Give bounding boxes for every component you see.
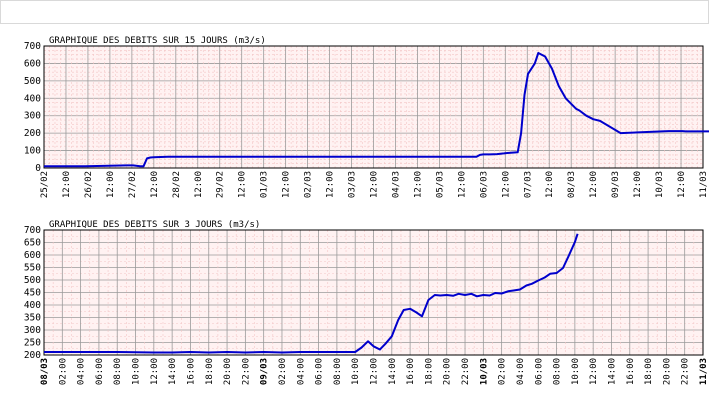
chart-15-xtick-label: 08/03: [567, 171, 577, 198]
chart-3-xtick-label: 16:00: [626, 358, 636, 385]
chart-15-xtick-label: 05/03: [435, 171, 445, 198]
chart-15-xtick-label: 09/03: [611, 171, 621, 198]
chart-15-xtick-label: 25/02: [40, 171, 50, 198]
chart-15-ytick-label: 100: [24, 146, 41, 157]
chart-3-xtick-label: 12:00: [370, 358, 380, 385]
chart-3-xtick-label: 08:00: [333, 358, 343, 385]
chart-15-xtick-label: 12:00: [677, 171, 687, 198]
chart-3-xtick-label: 14:00: [168, 358, 178, 385]
chart-15-ytick-label: 600: [24, 58, 41, 69]
chart-3-xtick-label: 14:00: [607, 358, 617, 385]
chart-15-xtick-label: 12:00: [457, 171, 467, 198]
chart-3-xtick-label: 18:00: [644, 358, 654, 385]
chart-3-xtick-label: 04:00: [296, 358, 306, 385]
chart-3-ytick-label: 500: [24, 275, 41, 286]
chart-15-xtick-label: 12:00: [194, 171, 204, 198]
chart-15-days-title: GRAPHIQUE DES DEBITS SUR 15 JOURS (m3/s): [49, 36, 266, 46]
chart-15-xtick-label: 29/02: [216, 171, 226, 198]
chart-15-xtick-label: 12:00: [150, 171, 160, 198]
chart-15-axes-frame: [43, 45, 704, 169]
chart-3-xtick-label: 20:00: [662, 358, 672, 385]
chart-15-ytick-label: 700: [24, 41, 41, 52]
chart-3-xtick-label: 10:00: [132, 358, 142, 385]
chart-15-xtick-label: 12:00: [62, 171, 72, 198]
chart-3-axes-frame: [43, 229, 704, 356]
chart-3-ytick-label: 450: [24, 288, 41, 299]
chart-15-xtick-label: 02/03: [304, 171, 314, 198]
chart-3-xtick-label: 04:00: [516, 358, 526, 385]
chart-3-xtick-label: 04:00: [77, 358, 87, 385]
chart-15-xtick-label: 12:00: [413, 171, 423, 198]
chart-3-xtick-label: 20:00: [223, 358, 233, 385]
chart-3-ytick-label: 650: [24, 238, 41, 249]
chart-3-xtick-label: 18:00: [205, 358, 215, 385]
chart-3-xtick-label: 12:00: [589, 358, 599, 385]
chart-3-xtick-label: 02:00: [498, 358, 508, 385]
chart-3-xtick-label: 22:00: [241, 358, 251, 385]
chart-15-xtick-label: 11/03: [699, 171, 709, 198]
chart-15-ytick-label: 500: [24, 76, 41, 87]
chart-3-ytick-label: 600: [24, 250, 41, 261]
chart-15-xtick-label: 12:00: [501, 171, 511, 198]
chart-15-xtick-label: 06/03: [479, 171, 489, 198]
chart-3-xtick-label: 18:00: [424, 358, 434, 385]
chart-3-xtick-label: 12:00: [150, 358, 160, 385]
chart-3-xtick-label: 16:00: [186, 358, 196, 385]
chart-3-xtick-label: 22:00: [461, 358, 471, 385]
chart-15-xtick-label: 12:00: [238, 171, 248, 198]
chart-3-xtick-label: 10:00: [571, 358, 581, 385]
chart-3-xtick-label: 22:00: [681, 358, 691, 385]
chart-3-xtick-label: 02:00: [58, 358, 68, 385]
chart-3-xtick-label: 20:00: [443, 358, 453, 385]
chart-15-xtick-label: 28/02: [172, 171, 182, 198]
chart-3-days: GRAPHIQUE DES DEBITS SUR 3 JOURS (m3/s) …: [24, 220, 709, 385]
chart-3-xtick-label: 09/03: [260, 358, 270, 385]
chart-15-xtick-label: 12:00: [545, 171, 555, 198]
chart-15-xtick-label: 01/03: [260, 171, 270, 198]
chart-3-ytick-label: 550: [24, 263, 41, 274]
chart-3-xtick-label: 10:00: [351, 358, 361, 385]
chart-15-ytick-label: 200: [24, 128, 41, 139]
chart-15-xtick-label: 07/03: [523, 171, 533, 198]
chart-15-xtick-label: 03/03: [348, 171, 358, 198]
chart-15-days: GRAPHIQUE DES DEBITS SUR 15 JOURS (m3/s)…: [24, 36, 709, 198]
chart-3-ytick-label: 350: [24, 313, 41, 324]
chart-15-ytick-label: 400: [24, 93, 41, 104]
chart-15-xtick-label: 04/03: [391, 171, 401, 198]
chart-3-ytick-label: 400: [24, 300, 41, 311]
chart-15-xtick-label: 26/02: [84, 171, 94, 198]
chart-3-xtick-label: 08/03: [40, 358, 50, 385]
chart-3-ytick-label: 700: [24, 225, 41, 236]
chart-3-xtick-label: 06:00: [95, 358, 105, 385]
chart-15-xtick-label: 12:00: [326, 171, 336, 198]
chart-3-ytick-label: 200: [24, 350, 41, 361]
chart-3-xtick-label: 14:00: [388, 358, 398, 385]
chart-15-series-line: [44, 52, 709, 168]
chart-3-xtick-label: 16:00: [406, 358, 416, 385]
chart-3-ytick-label: 250: [24, 338, 41, 349]
top-toolbar-strip: [0, 0, 709, 24]
chart-15-xtick-label: 12:00: [106, 171, 116, 198]
chart-3-xtick-label: 06:00: [534, 358, 544, 385]
chart-15-xtick-label: 10/03: [655, 171, 665, 198]
chart-15-ytick-label: 0: [35, 163, 41, 174]
chart-15-ytick-label: 300: [24, 111, 41, 122]
chart-3-xtick-label: 02:00: [278, 358, 288, 385]
chart-3-ytick-label: 300: [24, 325, 41, 336]
chart-3-xtick-label: 08:00: [113, 358, 123, 385]
chart-15-xtick-label: 12:00: [633, 171, 643, 198]
chart-15-xtick-label: 12:00: [370, 171, 380, 198]
chart-3-xtick-label: 10/03: [479, 358, 489, 385]
chart-3-xtick-label: 06:00: [315, 358, 325, 385]
chart-15-xtick-label: 12:00: [589, 171, 599, 198]
chart-3-days-title: GRAPHIQUE DES DEBITS SUR 3 JOURS (m3/s): [49, 220, 260, 230]
chart-15-xtick-label: 12:00: [282, 171, 292, 198]
chart-15-xtick-label: 27/02: [128, 171, 138, 198]
chart-3-xtick-label: 08:00: [553, 358, 563, 385]
chart-3-series-line: [44, 233, 579, 354]
chart-3-xtick-label: 11/03: [699, 358, 709, 385]
